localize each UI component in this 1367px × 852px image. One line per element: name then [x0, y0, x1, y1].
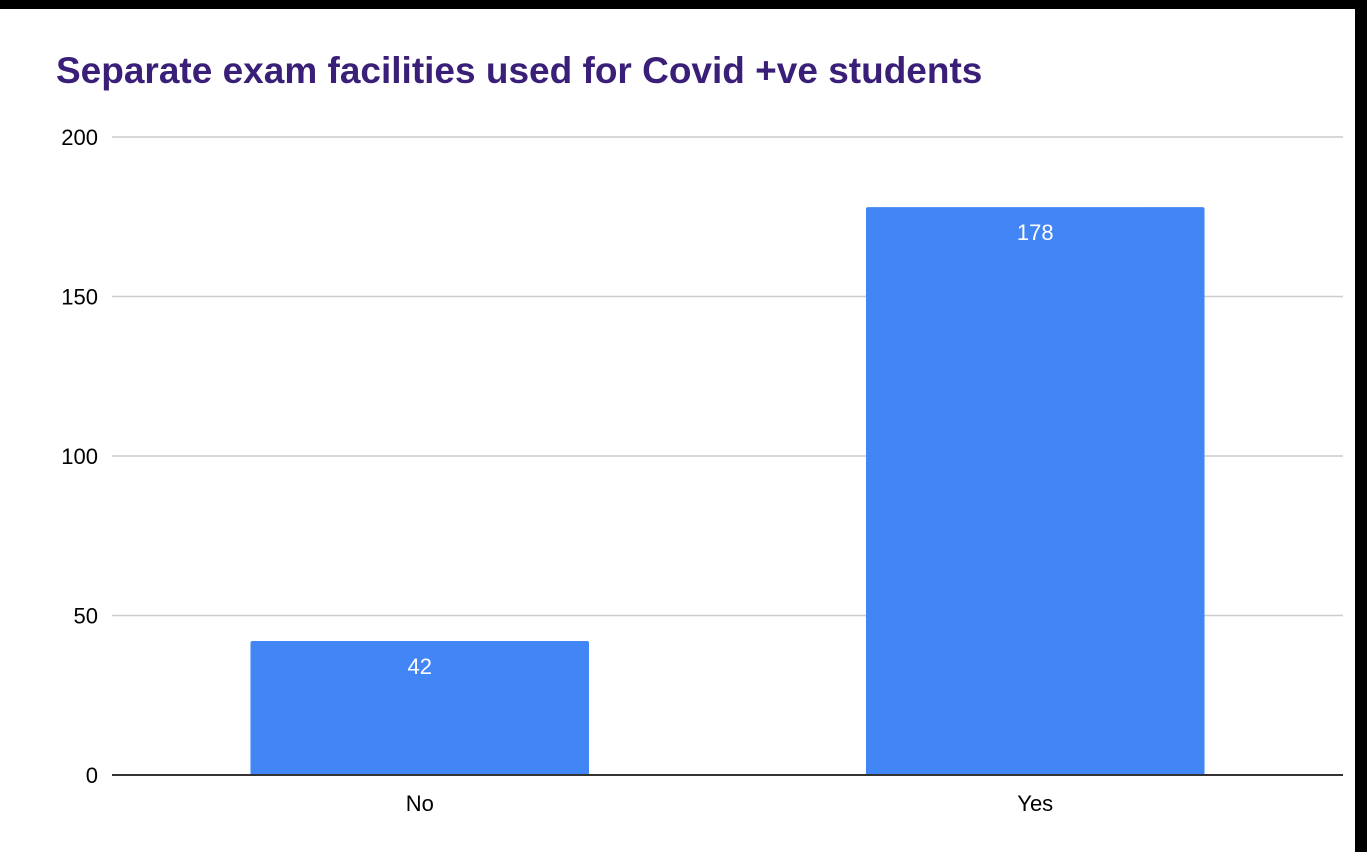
- data-label: 178: [1017, 220, 1054, 245]
- bars: [250, 207, 1205, 775]
- y-tick-label: 0: [86, 763, 98, 788]
- bar-yes: [865, 207, 1205, 775]
- data-label: 42: [408, 654, 432, 679]
- y-tick-label: 50: [74, 604, 98, 629]
- x-tick-label: No: [406, 791, 434, 816]
- y-tick-label: 200: [61, 125, 98, 150]
- y-tick-label: 150: [61, 285, 98, 310]
- chart-title: Separate exam facilities used for Covid …: [56, 50, 983, 91]
- y-tick-label: 100: [61, 444, 98, 469]
- x-tick-label: Yes: [1017, 791, 1053, 816]
- labels: 0 50 100 150 200 42 No 178 Yes: [61, 125, 1053, 816]
- bar-no: [250, 641, 590, 775]
